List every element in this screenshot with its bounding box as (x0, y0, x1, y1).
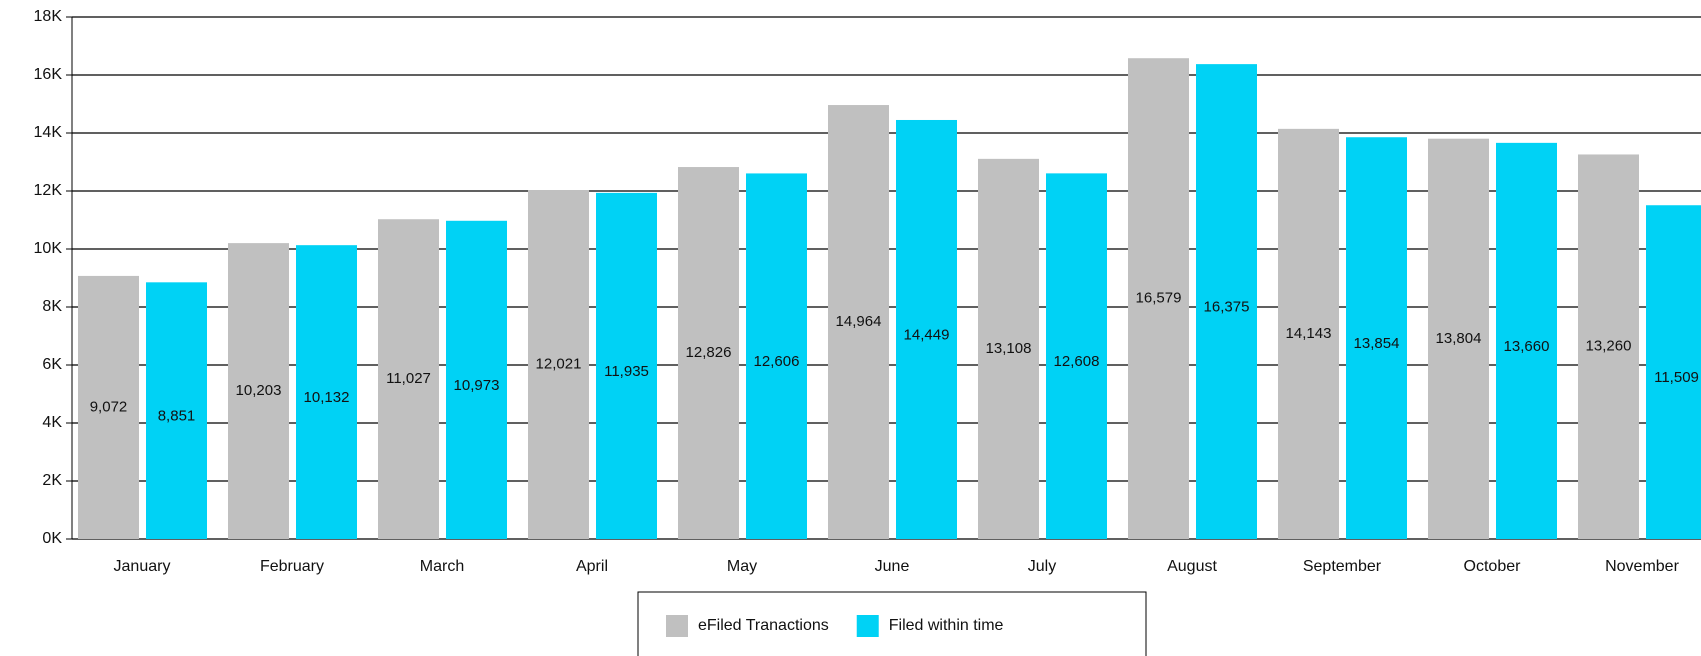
x-tick-label: August (1167, 558, 1217, 575)
bar (1046, 173, 1107, 540)
legend-swatch (856, 615, 879, 637)
bar (228, 243, 289, 539)
legend-box (637, 591, 1147, 656)
bar (1496, 142, 1557, 540)
bar (596, 192, 657, 539)
y-tick-label: 18K (34, 8, 63, 25)
bar (1128, 58, 1189, 540)
y-tick-label: 2K (42, 472, 62, 489)
bar (1646, 205, 1701, 539)
y-tick-label: 6K (42, 356, 62, 373)
bar (1428, 138, 1489, 539)
value-label: 13,804 (1436, 330, 1482, 347)
legend-label: Filed within time (889, 617, 1004, 634)
value-label: 10,132 (304, 389, 350, 406)
value-label: 12,608 (1054, 353, 1100, 370)
legend-label: eFiled Tranactions (698, 617, 829, 634)
y-tick-label: 0K (42, 530, 62, 547)
x-tick-label: June (875, 558, 910, 575)
x-tick-label: October (1464, 558, 1522, 575)
bar (746, 173, 807, 539)
value-label: 14,964 (836, 313, 882, 330)
y-tick-label: 10K (34, 240, 63, 257)
value-label: 13,108 (986, 340, 1032, 357)
x-tick-label: January (114, 558, 171, 575)
value-label: 11,935 (604, 363, 649, 380)
x-tick-label: May (727, 558, 757, 575)
y-tick-label: 12K (34, 182, 63, 199)
y-tick-label: 4K (42, 414, 62, 431)
x-tick-label: April (576, 558, 608, 575)
legend-swatch (666, 615, 688, 637)
bar (146, 282, 207, 539)
value-label: 12,826 (686, 344, 732, 361)
value-label: 13,854 (1354, 335, 1400, 352)
value-label: 12,606 (754, 353, 800, 370)
bar (296, 245, 357, 539)
value-label: 12,021 (536, 356, 582, 373)
value-label: 8,851 (158, 408, 196, 425)
bar (896, 119, 957, 539)
bar (528, 190, 589, 540)
bar (446, 220, 507, 539)
x-tick-label: February (260, 558, 324, 575)
bar (1278, 128, 1339, 539)
bar (678, 167, 739, 539)
x-tick-label: July (1028, 558, 1056, 575)
x-tick-label: September (1303, 558, 1382, 575)
value-label: 14,449 (904, 326, 950, 343)
value-label: 11,509 (1654, 369, 1699, 386)
bar (1196, 64, 1257, 539)
x-tick-label: November (1605, 558, 1679, 575)
value-label: 10,203 (236, 382, 282, 399)
value-label: 9,072 (90, 398, 128, 415)
value-label: 13,660 (1504, 338, 1550, 355)
value-label: 16,375 (1204, 299, 1250, 316)
y-tick-label: 14K (34, 124, 63, 141)
bar (78, 275, 139, 539)
bar (828, 105, 889, 539)
bar (378, 219, 439, 540)
y-tick-label: 16K (34, 66, 63, 83)
bar (1578, 154, 1639, 539)
bar (978, 158, 1039, 540)
value-label: 13,260 (1586, 338, 1632, 355)
value-label: 10,973 (454, 377, 500, 394)
bar (1346, 137, 1407, 539)
value-label: 14,143 (1286, 325, 1332, 342)
value-label: 11,027 (386, 370, 431, 387)
x-tick-label: March (420, 558, 464, 575)
y-tick-label: 8K (42, 298, 62, 315)
value-label: 16,579 (1136, 290, 1182, 307)
